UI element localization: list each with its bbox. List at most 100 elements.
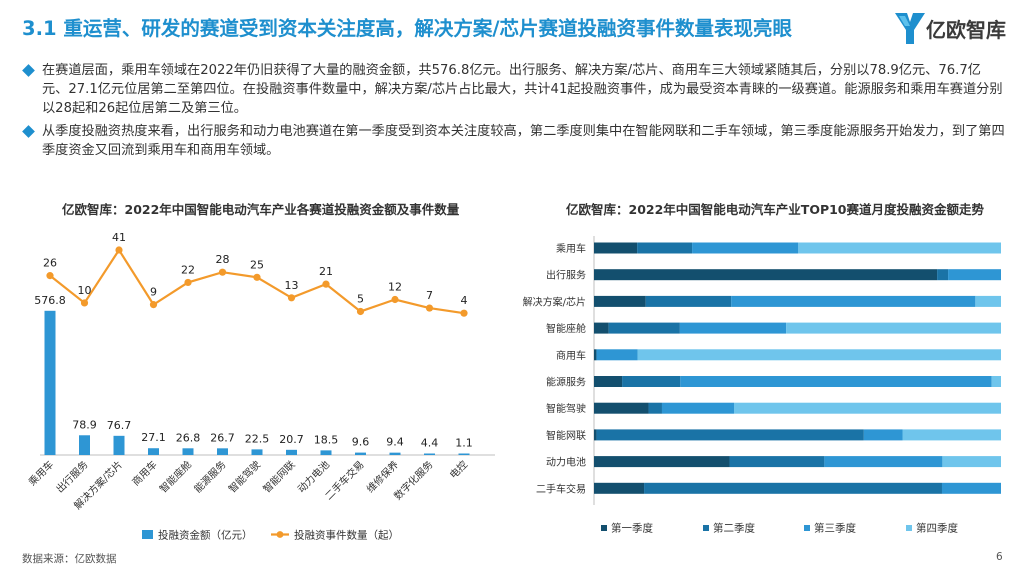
line-value-label-1: 10 [78, 284, 92, 297]
stacked-bar-3-2 [679, 322, 787, 334]
stacked-bar-1-0 [594, 269, 938, 281]
bar-value-label-10: 9.4 [386, 436, 404, 449]
category-label-9: 二手车交易 [536, 482, 586, 495]
page-title: 3.1 重运营、研发的赛道受到资本关注度高，解决方案/芯片赛道投融资事件数量表现… [22, 17, 792, 40]
stacked-bar-4-3 [637, 349, 1001, 361]
stacked-bar-5-3 [991, 376, 1001, 387]
page-number: 6 [996, 551, 1003, 563]
category-label-8: 动力电池 [546, 456, 586, 469]
stacked-bar-8-2 [824, 456, 943, 468]
category-label-6: 智能驾驶 [546, 402, 586, 415]
category-label-12: 电控 [447, 458, 470, 481]
legend-swatch-0 [601, 525, 607, 531]
stacked-bar-9-2 [941, 482, 1001, 494]
stacked-bar-7-1 [596, 429, 864, 441]
line-point-2 [115, 246, 123, 254]
line-point-10 [391, 295, 399, 304]
bar-0 [44, 310, 56, 455]
stacked-bar-9-1 [644, 482, 942, 494]
category-label-4: 智能座舱 [157, 458, 194, 495]
bar-value-label-9: 9.6 [352, 436, 370, 449]
category-label-1: 出行服务 [53, 458, 90, 495]
stacked-bar-1-1 [937, 269, 949, 281]
bar-4 [182, 448, 194, 455]
line-point-4 [184, 278, 192, 287]
line-point-12 [460, 309, 468, 317]
stacked-bar-0-3 [798, 242, 1001, 254]
line-value-label-5: 28 [216, 253, 230, 266]
bar-value-label-5: 26.7 [210, 431, 235, 444]
bar-1 [79, 435, 90, 455]
stacked-bar-2-1 [645, 295, 732, 307]
stacked-bar-8-1 [729, 456, 825, 468]
line-value-label-11: 7 [426, 289, 433, 302]
stacked-bar-5-0 [594, 376, 623, 387]
line-value-label-12: 4 [461, 294, 468, 307]
legend-swatch-line-dot [276, 531, 284, 538]
bar-11 [424, 453, 435, 455]
category-label-1: 出行服务 [546, 269, 586, 282]
bar-10 [389, 452, 401, 455]
line-point-1 [80, 299, 89, 307]
stacked-bar-2-2 [731, 295, 976, 307]
stacked-bar-3-1 [608, 322, 680, 334]
stacked-bar-6-1 [648, 402, 662, 414]
legend-label-0: 第一季度 [611, 522, 653, 535]
bar-value-label-7: 20.7 [279, 433, 304, 446]
legend-label-bar: 投融资金额（亿元） [158, 529, 253, 542]
legend-label-2: 第三季度 [814, 522, 856, 535]
line-value-label-6: 25 [250, 258, 264, 271]
line-point-8 [322, 280, 330, 288]
stacked-bar-5-1 [622, 376, 681, 387]
line-value-label-7: 13 [285, 279, 299, 292]
stacked-bar-3-0 [594, 322, 609, 334]
bar-value-label-0: 576.8 [34, 294, 66, 307]
line-point-6 [253, 273, 261, 281]
line-value-label-9: 5 [357, 292, 364, 305]
category-label-6: 智能驾驶 [226, 458, 263, 495]
bar-12 [458, 453, 470, 455]
bar-5 [217, 448, 228, 455]
category-label-7: 智能网联 [260, 458, 297, 495]
legend-label-3: 第四季度 [916, 522, 958, 535]
category-label-5: 能源服务 [191, 458, 228, 495]
data-source: 数据来源：亿欧数据 [22, 553, 117, 565]
bar-3 [148, 448, 159, 455]
stacked-bar-5-2 [680, 376, 992, 387]
bar-value-label-4: 26.8 [176, 431, 201, 444]
legend-swatch-2 [804, 525, 810, 531]
bullet-text: 在赛道层面，乘用车领域在2022年仍旧获得了大量的融资金额，共576.8亿元。出… [42, 63, 1003, 116]
bar-value-label-6: 22.5 [245, 432, 270, 445]
stacked-bar-7-3 [902, 429, 1001, 441]
category-label-0: 乘用车 [26, 458, 56, 488]
stacked-bar-6-0 [594, 402, 649, 414]
stacked-bar-8-3 [942, 456, 1001, 468]
bullet-list: 在赛道层面，乘用车领域在2022年仍旧获得了大量的融资金额，共576.8亿元。出… [22, 61, 1007, 164]
line-value-label-3: 9 [150, 286, 157, 299]
line-point-9 [356, 307, 365, 316]
bullet-item: 在赛道层面，乘用车领域在2022年仍旧获得了大量的融资金额，共576.8亿元。出… [22, 61, 1007, 118]
stacked-bar-0-2 [692, 242, 799, 254]
bar-value-label-11: 4.4 [421, 437, 439, 450]
category-label-8: 动力电池 [295, 458, 332, 495]
stacked-bar-6-3 [734, 402, 1001, 414]
brand-logo [893, 10, 1013, 48]
bar-9 [355, 452, 366, 455]
legend-swatch-1 [703, 525, 709, 531]
bar-7 [286, 449, 297, 455]
legend-label-line: 投融资事件数量（起） [294, 529, 399, 542]
category-label-2: 解决方案/芯片 [523, 295, 586, 308]
bullet-item: 从季度投融资热度来看，出行服务和动力电池赛道在第一季度受到资本关注度较高，第二季… [22, 122, 1007, 160]
category-label-3: 智能座舱 [546, 322, 586, 335]
bar-6 [251, 449, 263, 455]
legend-swatch-3 [906, 525, 912, 531]
chart-title-right: 亿欧智库：2022年中国智能电动汽车产业TOP10赛道月度投融资金额走势 [566, 202, 985, 217]
category-label-0: 乘用车 [556, 242, 586, 255]
legend-label-1: 第二季度 [713, 522, 755, 535]
category-label-3: 商用车 [129, 458, 159, 488]
bar-value-label-8: 18.5 [314, 433, 339, 446]
stacked-bar-8-0 [594, 456, 730, 468]
line-point-11 [425, 304, 434, 312]
chart-title-left: 亿欧智库：2022年中国智能电动汽车产业各赛道投融资金额及事件数量 [62, 202, 460, 217]
legend-swatch-bar [142, 530, 153, 539]
